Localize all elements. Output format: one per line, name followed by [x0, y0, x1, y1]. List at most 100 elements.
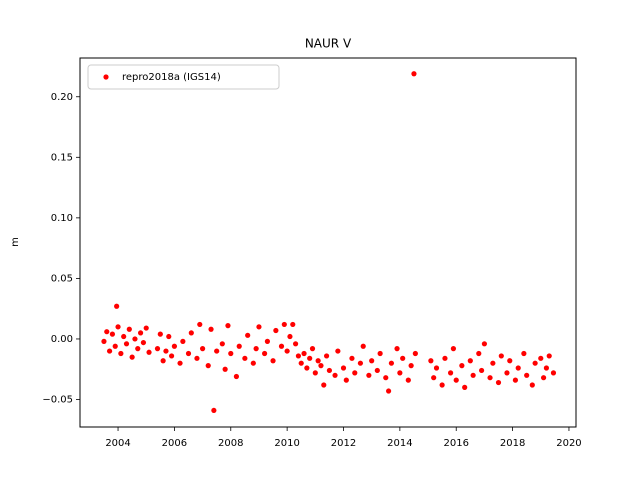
- data-point: [146, 349, 152, 355]
- data-point: [214, 348, 220, 354]
- data-point: [377, 350, 383, 357]
- data-point: [476, 350, 482, 357]
- data-point: [123, 341, 130, 347]
- data-point: [433, 365, 440, 371]
- data-point: [185, 350, 192, 357]
- data-point: [447, 370, 454, 376]
- data-point: [233, 373, 240, 380]
- data-point: [315, 358, 321, 364]
- data-point: [343, 377, 349, 383]
- data-point: [512, 377, 519, 383]
- data-point: [292, 341, 299, 347]
- data-point: [312, 370, 318, 376]
- data-point: [515, 365, 521, 371]
- data-point: [439, 382, 445, 388]
- data-point: [298, 360, 304, 366]
- data-point: [137, 330, 144, 336]
- data-point: [264, 338, 271, 344]
- data-point: [112, 343, 118, 349]
- data-point: [504, 370, 510, 376]
- data-point: [394, 346, 400, 352]
- data-point: [405, 377, 411, 383]
- data-point: [487, 375, 493, 381]
- data-point: [408, 363, 414, 369]
- x-tick-label: 2006: [162, 438, 187, 449]
- data-point: [304, 365, 310, 371]
- x-tick-label: 2004: [105, 438, 130, 449]
- data-point: [309, 346, 316, 352]
- data-point: [114, 303, 120, 309]
- data-point: [140, 339, 147, 346]
- data-point: [478, 367, 485, 374]
- y-tick-label: −0.05: [42, 395, 73, 406]
- data-point: [290, 321, 296, 328]
- y-tick-label: 0.10: [51, 213, 73, 224]
- data-point: [171, 343, 178, 349]
- legend-label: repro2018a (IGS14): [122, 72, 221, 83]
- data-point: [532, 360, 538, 366]
- data-point: [225, 323, 231, 329]
- data-point: [188, 330, 194, 336]
- data-point: [301, 350, 307, 357]
- x-tick-label: 2010: [274, 438, 299, 449]
- data-point: [222, 366, 228, 372]
- data-point: [194, 355, 200, 361]
- data-point: [442, 355, 448, 361]
- x-tick-label: 2016: [444, 438, 469, 449]
- data-point: [118, 350, 124, 357]
- data-point: [180, 338, 186, 344]
- data-point: [428, 358, 434, 364]
- data-point: [383, 375, 389, 381]
- data-point: [163, 348, 169, 354]
- data-point: [270, 358, 276, 364]
- data-point: [349, 355, 355, 361]
- data-point: [524, 372, 530, 378]
- data-point: [335, 348, 341, 354]
- data-point: [412, 350, 418, 357]
- data-point: [199, 346, 206, 352]
- data-point: [177, 360, 183, 366]
- y-tick-label: 0.20: [51, 92, 73, 103]
- x-tick-label: 2012: [331, 438, 356, 449]
- data-point: [143, 325, 149, 331]
- data-point: [284, 348, 290, 354]
- data-point: [529, 382, 535, 388]
- data-point: [495, 379, 502, 386]
- data-point: [459, 363, 465, 369]
- data-point: [250, 360, 256, 366]
- data-point: [166, 333, 172, 340]
- data-point: [168, 353, 175, 359]
- data-point: [352, 370, 358, 376]
- data-point: [104, 329, 110, 335]
- data-point: [211, 407, 217, 414]
- data-point: [228, 350, 234, 357]
- data-point: [397, 370, 403, 376]
- data-point: [360, 343, 366, 349]
- x-tick-label: 2008: [218, 438, 243, 449]
- data-point: [481, 341, 488, 347]
- data-point: [321, 382, 327, 388]
- data-point: [550, 370, 557, 376]
- data-point: [197, 321, 203, 328]
- data-point: [256, 324, 262, 330]
- data-point: [160, 358, 166, 364]
- data-point: [121, 333, 127, 340]
- data-point: [219, 341, 225, 347]
- data-point: [154, 346, 161, 352]
- data-point: [245, 332, 251, 338]
- x-tick-label: 2018: [500, 438, 525, 449]
- data-point: [507, 358, 513, 364]
- data-point: [273, 327, 279, 334]
- data-point: [490, 360, 496, 366]
- plot-frame: [79, 57, 577, 428]
- legend-box: [87, 64, 280, 90]
- data-point: [340, 365, 347, 371]
- data-point: [307, 355, 313, 361]
- data-point: [129, 354, 135, 360]
- data-point: [323, 353, 330, 359]
- data-point: [242, 355, 248, 361]
- data-point: [287, 333, 293, 340]
- data-point: [400, 355, 406, 361]
- data-point: [546, 353, 552, 359]
